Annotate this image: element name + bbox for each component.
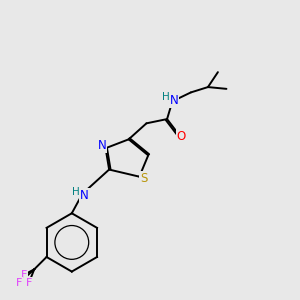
Text: F: F (26, 278, 32, 288)
Text: H: H (72, 187, 80, 197)
Text: F: F (21, 270, 28, 280)
Text: H: H (162, 92, 170, 102)
Text: N: N (98, 139, 106, 152)
Text: N: N (170, 94, 178, 107)
Text: N: N (80, 189, 88, 202)
Text: S: S (140, 172, 147, 185)
Text: F: F (16, 278, 22, 288)
Text: O: O (177, 130, 186, 143)
